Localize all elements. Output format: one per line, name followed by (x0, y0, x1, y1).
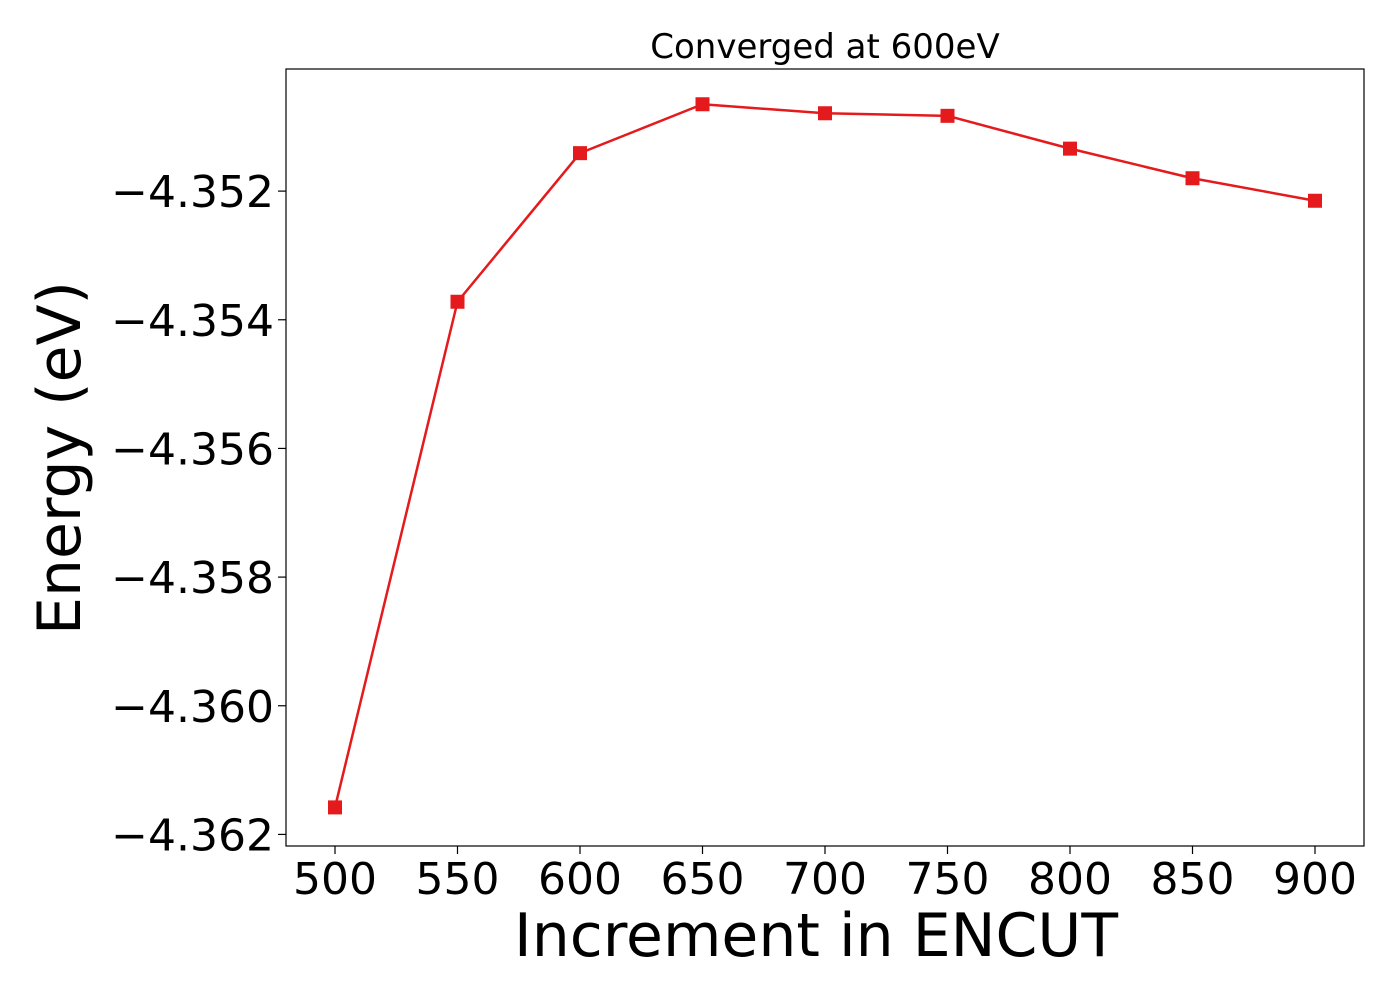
x-tick-label: 600 (538, 854, 622, 905)
x-tick-label: 550 (416, 854, 500, 905)
data-point-marker (450, 294, 465, 309)
chart-title: Converged at 600eV (650, 27, 999, 67)
y-tick-label: −4.358 (111, 553, 274, 604)
data-point-marker (1185, 171, 1200, 186)
x-tick-label: 800 (1028, 854, 1112, 905)
y-axis-ticks: −4.362 −4.360 −4.358 −4.356 −4.354 −4.352 (111, 167, 286, 861)
y-tick-label: −4.360 (111, 682, 274, 733)
series-layer (328, 97, 1322, 815)
x-tick-label: 650 (661, 854, 745, 905)
data-point-marker (328, 800, 342, 815)
x-tick-label: 700 (783, 854, 867, 905)
data-point-marker (940, 108, 955, 123)
y-tick-label: −4.356 (111, 424, 274, 475)
x-tick-label: 500 (293, 854, 377, 905)
x-axis-label: Increment in ENCUT (514, 901, 1118, 971)
data-point-marker (818, 106, 832, 121)
data-point-marker (695, 97, 710, 112)
x-tick-label: 850 (1151, 854, 1235, 905)
y-tick-label: −4.354 (111, 296, 274, 347)
y-tick-label: −4.362 (111, 810, 274, 861)
x-tick-label: 900 (1273, 854, 1357, 905)
y-axis-label: Energy (eV) (25, 281, 95, 635)
data-point-marker (1063, 141, 1077, 156)
y-tick-label: −4.352 (111, 167, 274, 218)
x-tick-label: 750 (906, 854, 990, 905)
x-axis-ticks: 500 550 600 650 700 750 800 850 900 (293, 846, 1357, 905)
data-point-marker (573, 146, 587, 161)
data-point-marker (1308, 193, 1322, 208)
